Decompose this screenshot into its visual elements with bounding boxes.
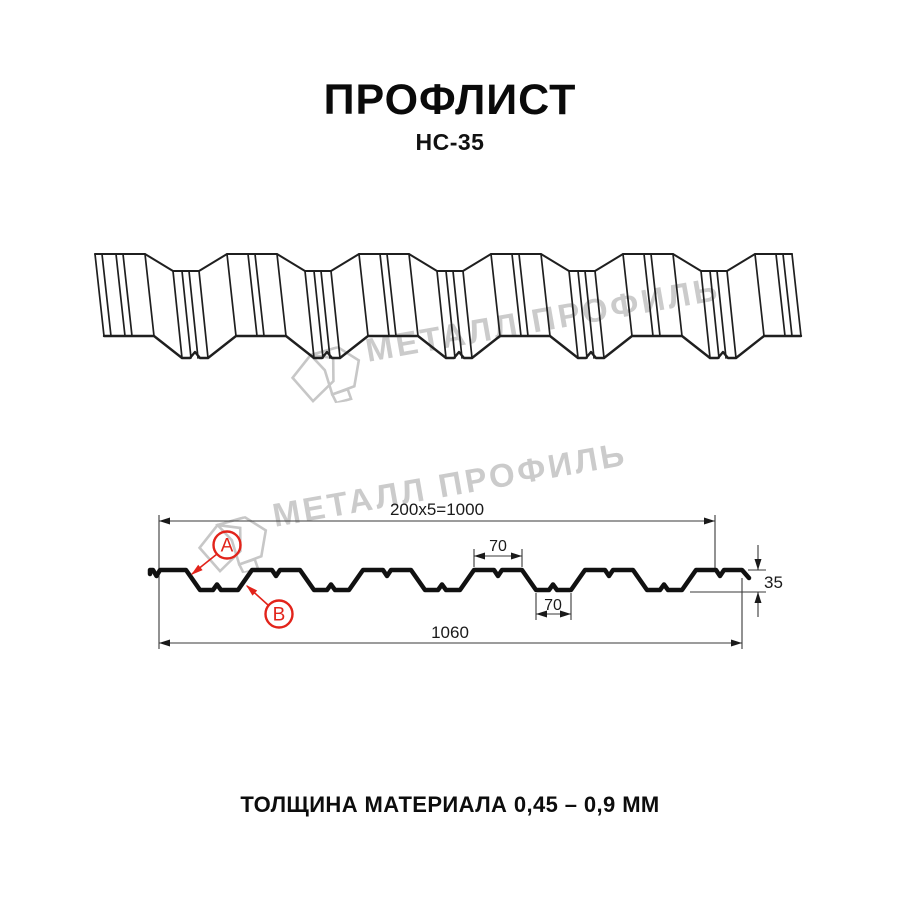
callout-b-circle bbox=[264, 599, 294, 629]
dim-total-width-label: 1060 bbox=[431, 623, 469, 642]
dim-rib-bottom-width-label: 70 bbox=[544, 597, 562, 614]
metall-profil-logo-icon bbox=[286, 343, 368, 414]
callout-a: A bbox=[191, 530, 242, 575]
dim-rib-top-width-label: 70 bbox=[489, 538, 507, 555]
material-thickness-note: ТОЛЩИНА МАТЕРИАЛА 0,45 – 0,9 ММ bbox=[240, 792, 660, 817]
callout-a-circle bbox=[212, 530, 242, 560]
cross-section-drawing: 200x5=1000 70 35 70 1060 A B bbox=[147, 500, 783, 649]
callout-a-letter: A bbox=[221, 536, 234, 557]
callout-b-letter: B bbox=[273, 605, 286, 626]
page-title: ПРОФЛИСТ bbox=[323, 76, 577, 124]
dim-height-label: 35 bbox=[764, 573, 783, 592]
callout-b: B bbox=[246, 585, 294, 629]
dimension-arrowheads bbox=[159, 517, 762, 647]
profiled-sheet-3d-drawing bbox=[94, 253, 803, 360]
cross-section-profile bbox=[147, 567, 752, 593]
dim-top-width-label: 200x5=1000 bbox=[390, 500, 484, 519]
profile-model-subtitle: НС-35 bbox=[415, 129, 485, 155]
